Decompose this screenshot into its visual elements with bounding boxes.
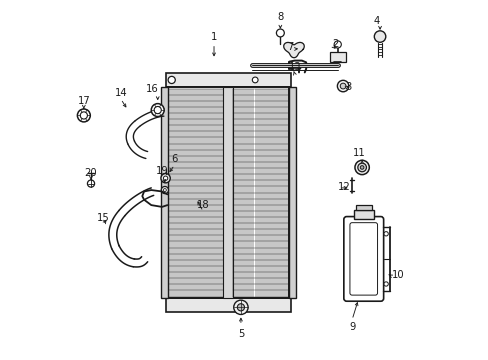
Text: 4: 4 (373, 16, 380, 26)
Text: 6: 6 (171, 154, 178, 164)
Circle shape (340, 83, 346, 89)
FancyBboxPatch shape (349, 223, 377, 295)
Circle shape (360, 166, 363, 169)
Circle shape (77, 109, 90, 122)
Text: 11: 11 (352, 148, 365, 158)
Text: 16: 16 (145, 84, 158, 94)
Text: 19: 19 (155, 166, 168, 176)
Circle shape (337, 80, 348, 92)
Bar (353, 211, 373, 220)
Circle shape (252, 77, 258, 83)
Bar (167, 87, 289, 298)
Circle shape (354, 160, 368, 175)
Circle shape (87, 180, 94, 187)
Circle shape (163, 176, 167, 180)
Text: 9: 9 (348, 321, 355, 332)
Circle shape (161, 174, 170, 183)
Circle shape (383, 231, 387, 236)
Text: 18: 18 (197, 201, 209, 211)
Text: 15: 15 (96, 213, 109, 223)
Text: 10: 10 (391, 270, 403, 280)
Polygon shape (283, 42, 304, 58)
Bar (329, 52, 345, 62)
Circle shape (333, 41, 341, 48)
Bar (355, 205, 371, 211)
Text: 7: 7 (287, 42, 293, 52)
Circle shape (237, 304, 244, 311)
Bar (288, 87, 295, 298)
Text: 8: 8 (277, 12, 283, 22)
Circle shape (163, 189, 166, 192)
Circle shape (357, 163, 366, 172)
Circle shape (373, 31, 385, 42)
Text: 14: 14 (114, 87, 127, 98)
Circle shape (151, 104, 164, 117)
Circle shape (161, 186, 168, 194)
Circle shape (168, 76, 175, 84)
Bar (165, 298, 290, 312)
Text: 2: 2 (332, 39, 338, 49)
Bar (223, 87, 233, 298)
Bar (165, 73, 290, 87)
Circle shape (154, 107, 161, 114)
Text: 20: 20 (84, 168, 97, 178)
Text: 5: 5 (237, 329, 244, 339)
Text: 13: 13 (288, 62, 301, 72)
Circle shape (80, 112, 87, 119)
Text: 12: 12 (337, 182, 350, 192)
Circle shape (383, 282, 387, 286)
Circle shape (233, 300, 247, 315)
Circle shape (276, 29, 284, 37)
Bar (161, 87, 168, 298)
FancyBboxPatch shape (343, 217, 383, 301)
Text: 3: 3 (344, 82, 350, 92)
Text: 17: 17 (77, 96, 90, 107)
Text: 1: 1 (210, 32, 217, 42)
